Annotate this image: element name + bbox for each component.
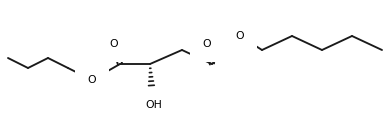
Text: O: O [110,39,118,49]
Text: O: O [203,39,211,49]
Text: OH: OH [146,100,163,110]
Text: O: O [236,31,244,41]
Text: O: O [88,75,96,85]
